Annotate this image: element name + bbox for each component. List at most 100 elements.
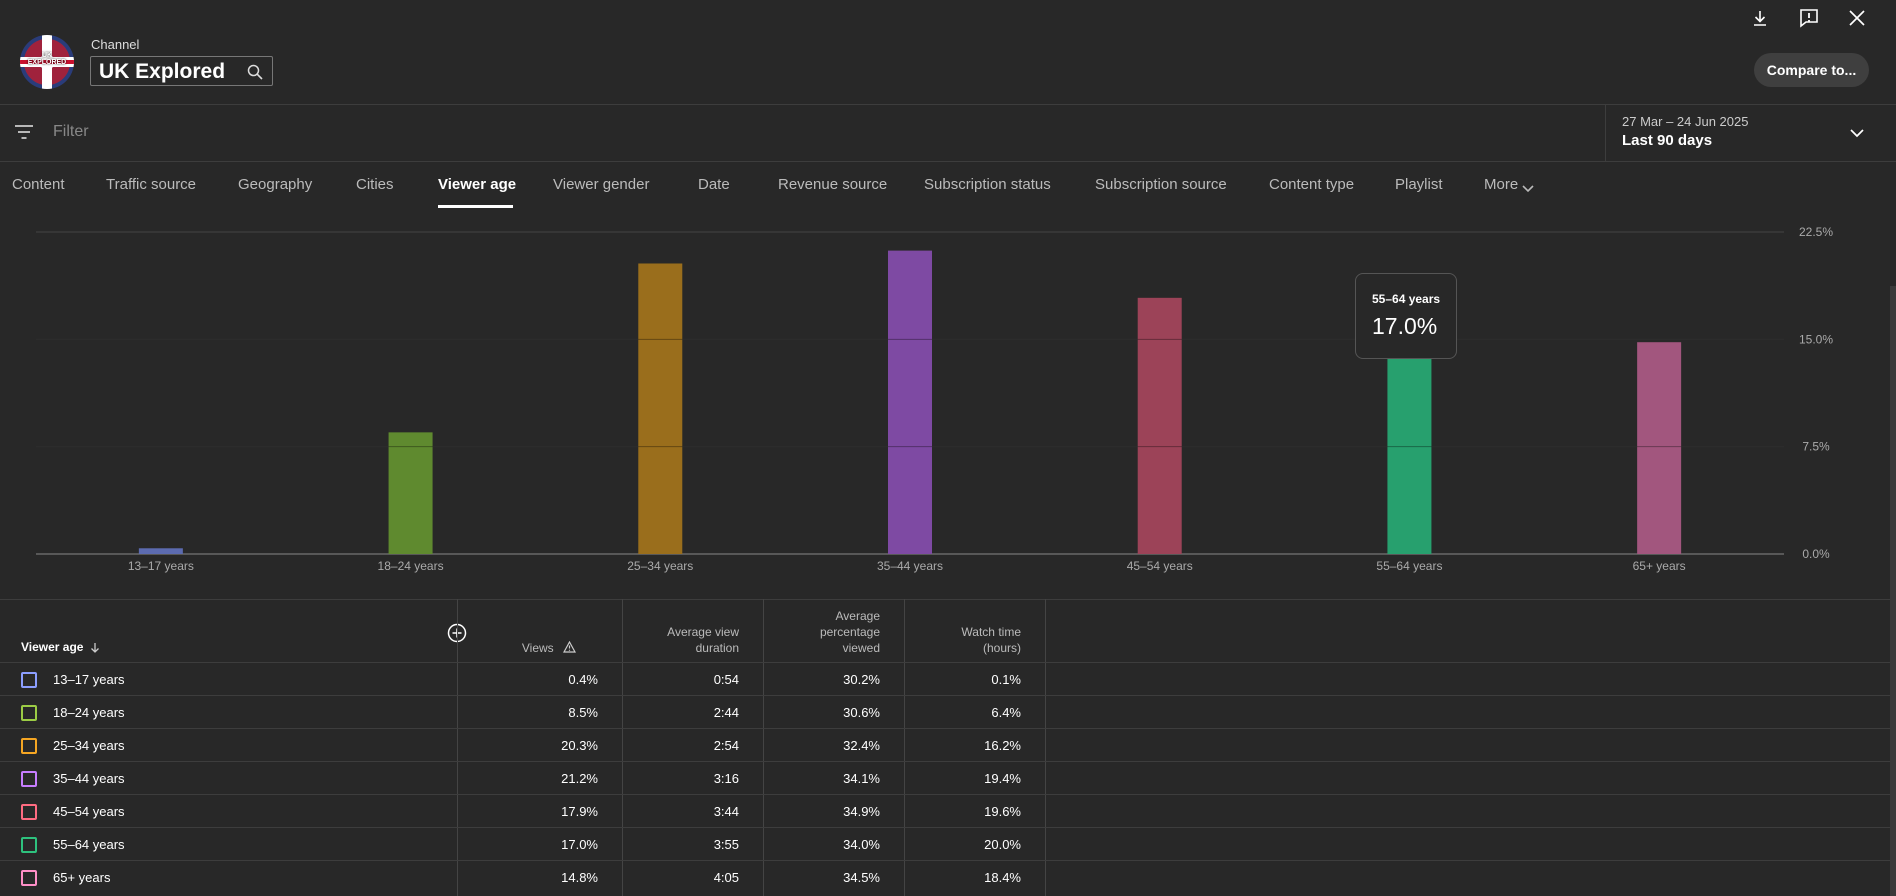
views-cell: 0.4%	[568, 672, 598, 687]
watch-time-cell: 18.4%	[984, 870, 1021, 885]
bar-18-24-years[interactable]	[388, 432, 433, 554]
bar-35-44-years[interactable]	[888, 250, 932, 555]
series-checkbox[interactable]	[21, 672, 37, 688]
watch-time-cell: 19.4%	[984, 771, 1021, 786]
filter-icon[interactable]	[14, 123, 34, 141]
watch-time-cell: 16.2%	[984, 738, 1021, 753]
tab-viewer-gender[interactable]: Viewer gender	[553, 176, 650, 193]
date-range-dates[interactable]: 27 Mar – 24 Jun 2025	[1622, 114, 1749, 129]
views-cell: 14.8%	[561, 870, 598, 885]
table-header-divider	[0, 662, 1896, 663]
column-header-watch-time[interactable]: Watch time (hours)	[961, 624, 1021, 656]
avd-cell: 2:44	[713, 705, 739, 720]
series-checkbox[interactable]	[21, 705, 37, 721]
series-checkbox[interactable]	[21, 837, 37, 853]
tab-viewer-age[interactable]: Viewer age	[438, 176, 517, 193]
table-row[interactable]: 45–54 years 17.9% 3:44 34.9% 19.6%	[0, 795, 1896, 828]
filter-input[interactable]: Filter	[53, 123, 89, 140]
avd-cell: 3:16	[713, 771, 739, 786]
bar-45-54-years[interactable]	[1137, 297, 1182, 554]
views-cell: 17.9%	[561, 804, 598, 819]
column-header-viewer-age-label: Viewer age	[21, 640, 84, 654]
row-label: 65+ years	[53, 870, 111, 885]
avd-cell: 0:54	[713, 672, 739, 687]
tab-date[interactable]: Date	[698, 176, 730, 193]
x-tick-label: 35–44 years	[877, 559, 943, 573]
chart-table-divider	[0, 599, 1896, 600]
series-checkbox[interactable]	[21, 738, 37, 754]
column-header-views[interactable]: Views	[521, 640, 577, 657]
tab-geography[interactable]: Geography	[238, 176, 313, 193]
bar-65+-years[interactable]	[1637, 342, 1682, 554]
tab-revenue-source[interactable]: Revenue source	[778, 176, 888, 193]
x-tick-label: 25–34 years	[627, 559, 693, 573]
channel-label: Channel	[91, 37, 140, 52]
column-divider	[457, 599, 458, 896]
tab-subscription-status[interactable]: Subscription status	[924, 176, 1051, 193]
tooltip-label: 55–64 years	[1372, 292, 1441, 306]
chevron-down-icon[interactable]	[1848, 124, 1866, 142]
series-checkbox[interactable]	[21, 771, 37, 787]
series-checkbox[interactable]	[21, 804, 37, 820]
table-row[interactable]: 35–44 years 21.2% 3:16 34.1% 19.4%	[0, 762, 1896, 795]
tab-playlist[interactable]: Playlist	[1395, 176, 1443, 193]
column-header-average-view-duration[interactable]: Average view duration	[667, 624, 739, 656]
table-row[interactable]: 25–34 years 20.3% 2:54 32.4% 16.2%	[0, 729, 1896, 762]
channel-selector[interactable]: UK Explored	[90, 56, 273, 86]
y-tick-label: 15.0%	[1799, 332, 1833, 346]
avd-cell: 3:55	[713, 837, 739, 852]
column-header-average-percentage-viewed[interactable]: Average percentage viewed	[820, 608, 880, 656]
table-row[interactable]: 18–24 years 8.5% 2:44 30.6% 6.4%	[0, 696, 1896, 729]
table-row[interactable]: 13–17 years 0.4% 0:54 30.2% 0.1%	[0, 663, 1896, 696]
tab-more[interactable]: More	[1484, 176, 1534, 193]
tab-content[interactable]: Content	[12, 176, 65, 193]
x-tick-label: 18–24 years	[378, 559, 444, 573]
avd-header-line-1: Average view	[667, 625, 739, 639]
views-cell: 21.2%	[561, 771, 598, 786]
apv-cell: 34.1%	[843, 771, 880, 786]
tab-more-label: More	[1484, 176, 1519, 193]
y-tick-label: 7.5%	[1802, 440, 1830, 454]
date-range-label[interactable]: Last 90 days	[1622, 132, 1713, 149]
tab-cities[interactable]: Cities	[356, 176, 394, 193]
close-icon[interactable]	[1843, 4, 1871, 32]
tab-traffic-source[interactable]: Traffic source	[106, 176, 197, 193]
chevron-down-icon	[1522, 180, 1534, 193]
apv-cell: 32.4%	[843, 738, 880, 753]
apv-cell: 34.9%	[843, 804, 880, 819]
filter-divider	[1605, 105, 1606, 161]
bar-25-34-years[interactable]	[638, 263, 683, 554]
avd-cell: 3:44	[713, 804, 739, 819]
row-label: 13–17 years	[53, 672, 125, 687]
download-icon[interactable]	[1746, 4, 1774, 32]
tooltip-value: 17.0%	[1372, 313, 1438, 339]
avd-cell: 2:54	[713, 738, 739, 753]
feedback-icon[interactable]	[1795, 4, 1823, 32]
table-row[interactable]: 55–64 years 17.0% 3:55 34.0% 20.0%	[0, 828, 1896, 861]
tab-subscription-source[interactable]: Subscription source	[1095, 176, 1227, 193]
column-header-viewer-age[interactable]: Viewer age	[21, 640, 101, 654]
apv-cell: 30.2%	[843, 672, 880, 687]
compare-button[interactable]: Compare to...	[1754, 53, 1869, 87]
tab-content-type[interactable]: Content type	[1269, 176, 1355, 193]
row-label: 45–54 years	[53, 804, 125, 819]
header-divider	[0, 104, 1896, 105]
column-divider	[904, 599, 905, 896]
apv-cell: 34.0%	[843, 837, 880, 852]
x-tick-label: 55–64 years	[1376, 559, 1442, 573]
search-icon[interactable]	[246, 63, 264, 81]
sort-arrow-icon[interactable]	[89, 642, 101, 654]
watch-time-cell: 20.0%	[984, 837, 1021, 852]
column-header-views-label: Views	[521, 641, 554, 655]
row-label: 18–24 years	[53, 705, 125, 720]
bar-13-17-years[interactable]	[138, 548, 183, 554]
series-checkbox[interactable]	[21, 870, 37, 886]
avatar-logo-text: UK EXPLORED	[27, 52, 67, 66]
scrollbar[interactable]	[1890, 286, 1896, 896]
x-tick-label: 45–54 years	[1127, 559, 1193, 573]
avd-cell: 4:05	[713, 870, 739, 885]
apv-header-line-2: percentage	[819, 625, 880, 639]
table-row[interactable]: 65+ years 14.8% 4:05 34.5% 18.4%	[0, 861, 1896, 894]
watch-time-cell: 6.4%	[991, 705, 1021, 720]
column-divider	[622, 599, 623, 896]
